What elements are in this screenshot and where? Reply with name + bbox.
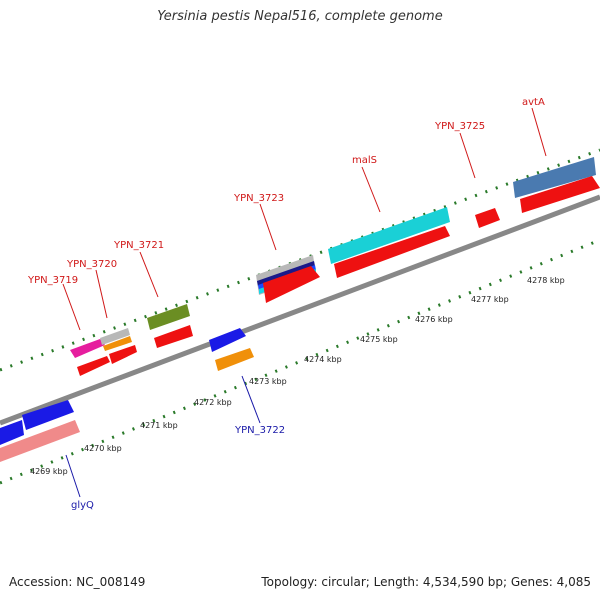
kbp-label: 4277 kbp	[471, 295, 509, 304]
gene-label-glyQ: glyQ	[71, 500, 94, 511]
gene-label-YPN_3723: YPN_3723	[233, 193, 284, 204]
gene-arrow-YPN_3720	[109, 345, 137, 364]
kbp-label: 4276 kbp	[415, 315, 453, 324]
gene-arrow-YPN_3723	[263, 266, 320, 303]
feature-gray-small	[100, 328, 130, 345]
kbp-label: 4271 kbp	[140, 421, 178, 430]
feature-olive	[147, 304, 190, 330]
gene-arrow-avtA	[520, 176, 600, 213]
top-gene-arrows	[77, 176, 600, 376]
gene-arrow-YPN_3719	[77, 356, 110, 376]
feature-cyan-large	[328, 207, 450, 264]
gene-label-YPN_3720: YPN_3720	[66, 259, 117, 270]
gene-label-YPN_3725: YPN_3725	[434, 121, 485, 132]
gene-arrow-glyQ-blue	[22, 400, 74, 430]
gene-label-YPN_3722: YPN_3722	[234, 425, 285, 436]
kbp-label: 4270 kbp	[84, 444, 122, 453]
gene-arrow-blue-edge	[0, 420, 24, 445]
bottom-features	[0, 328, 254, 462]
kbp-label: 4269 kbp	[30, 467, 68, 476]
gene-arrow-YPN_3721	[154, 325, 193, 348]
kbp-label: 4272 kbp	[194, 398, 232, 407]
leader-lines	[62, 107, 547, 498]
kbp-tick-labels: 4269 kbp 4270 kbp 4271 kbp 4272 kbp 4273…	[30, 276, 565, 476]
genome-stats-text: Topology: circular; Length: 4,534,590 bp…	[261, 575, 591, 589]
feature-steelblue	[513, 157, 596, 198]
gene-arrow-malS	[334, 226, 450, 278]
kbp-label: 4278 kbp	[527, 276, 565, 285]
accession-text: Accession: NC_008149	[9, 575, 146, 589]
gene-arrow-blue-bottom	[209, 328, 246, 352]
kbp-label: 4274 kbp	[304, 355, 342, 364]
genome-backbone	[0, 194, 600, 426]
feature-orange-small	[103, 336, 132, 351]
gene-arrow-YPN_3722	[215, 348, 254, 371]
map-title: Yersinia pestis Nepal516, complete genom…	[157, 9, 443, 24]
feature-pink	[70, 339, 105, 358]
gene-arrow-YPN_3725	[475, 208, 500, 228]
gene-label-malS: malS	[352, 155, 377, 166]
top-feature-row	[70, 157, 596, 358]
gene-arrow-glyQ-pink	[0, 420, 80, 462]
gene-label-avtA: avtA	[522, 97, 545, 108]
kbp-label: 4275 kbp	[360, 335, 398, 344]
kbp-label: 4273 kbp	[249, 377, 287, 386]
inner-tick-track	[0, 238, 600, 485]
gene-label-YPN_3721: YPN_3721	[113, 240, 164, 251]
gene-label-YPN_3719: YPN_3719	[27, 275, 78, 286]
